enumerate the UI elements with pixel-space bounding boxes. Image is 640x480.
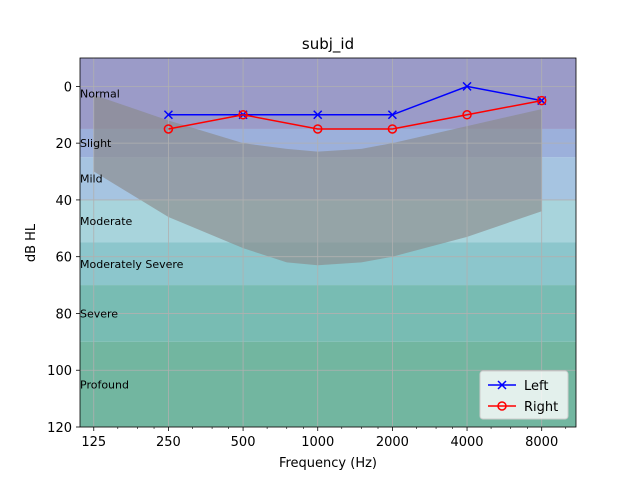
series-line-right [168, 99, 542, 130]
y-tick-label: 80 [55, 307, 72, 322]
x-tick-label: 4000 [450, 435, 483, 450]
x-tick-label: 500 [231, 435, 256, 450]
plot-frame [79, 57, 577, 428]
x-axis-label: Frequency (Hz) [279, 456, 377, 471]
chart-title: subj_id [302, 35, 354, 54]
data-point-left [313, 110, 323, 120]
y-axis-label: dB HL [24, 223, 39, 262]
legend-box [479, 370, 569, 420]
data-point-right [238, 110, 248, 120]
x-tick-label: 1000 [301, 435, 334, 450]
y-tick-label: 0 [64, 80, 72, 95]
y-tick-label: 100 [47, 364, 72, 379]
band-label-slight: Slight [80, 137, 112, 150]
band-label-moderate: Moderate [80, 215, 133, 228]
data-point-right [387, 124, 398, 134]
data-point-right [312, 124, 323, 134]
band-label-normal: Normal [80, 87, 120, 100]
data-point-right [163, 124, 174, 134]
x-tick-label: 8000 [525, 435, 558, 450]
x-tick-label: 125 [81, 435, 106, 450]
data-point-left [163, 110, 173, 120]
x-tick-label: 2000 [376, 435, 409, 450]
data-point-left [462, 81, 472, 91]
x-tick-label: 250 [156, 435, 181, 450]
series-line-left [168, 85, 542, 116]
legend-label-left: Left [524, 379, 548, 394]
y-tick-label: 40 [55, 194, 72, 209]
band-labels: Normal Slight Mild Moderate Moderately Sever… [80, 87, 184, 391]
legend-marker-left [497, 380, 507, 390]
y-axis-ticks: 0 20 40 60 80 100 120 [47, 80, 80, 436]
y-tick-label: 20 [55, 137, 72, 152]
data-series [163, 81, 547, 134]
y-tick-label: 60 [55, 251, 72, 266]
data-point-left [387, 110, 397, 120]
band-label-profound: Profound [80, 378, 129, 391]
data-point-right [462, 110, 472, 120]
band-normal [80, 58, 576, 129]
data-point-right [536, 95, 547, 106]
band-label-moderately-severe: Moderately Severe [80, 258, 184, 271]
band-label-severe: Severe [80, 307, 118, 320]
x-axis-ticks: 125 250 500 1000 2000 4000 8000 [81, 427, 567, 450]
legend: Left Right [479, 370, 569, 420]
band-label-mild: Mild [80, 173, 103, 186]
legend-label-right: Right [524, 400, 558, 415]
series-right [163, 95, 547, 134]
legend-marker-right [497, 401, 507, 411]
y-tick-label: 120 [47, 421, 72, 436]
